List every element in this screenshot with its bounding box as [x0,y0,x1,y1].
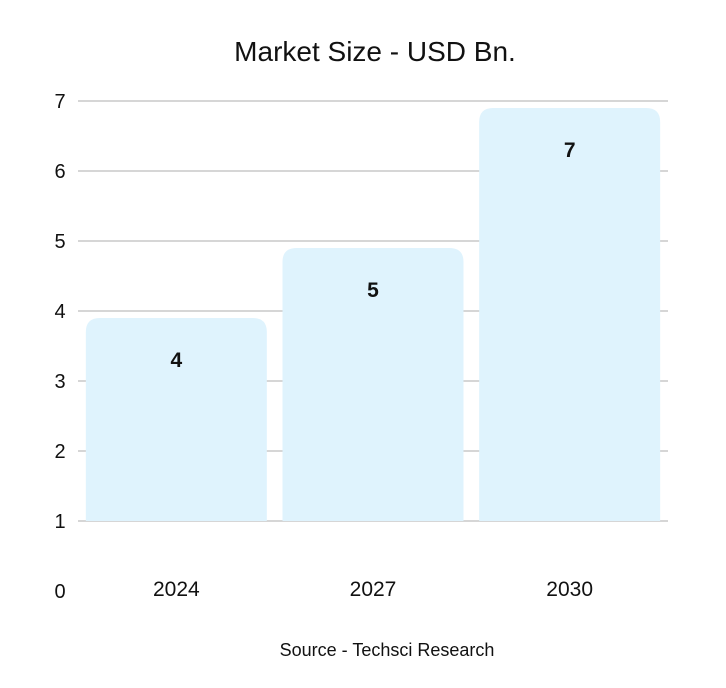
y-tick-label: 4 [54,301,65,323]
data-label-2024: 4 [170,349,182,372]
y-tick-label: 2 [54,441,65,463]
y-tick-label: 5 [54,231,65,253]
y-axis-ticks: 0 1 2 3 4 5 6 7 [54,91,65,603]
y-tick-label: 1 [54,511,65,533]
y-tick-label: 3 [54,371,65,393]
bar-2024 [85,318,267,521]
data-label-2027: 5 [367,279,379,302]
bar-2030 [479,108,661,521]
bar-2027 [282,248,464,521]
x-tick-label: 2027 [350,578,397,601]
bars [85,108,661,521]
chart-title: Market Size - USD Bn. [234,36,516,67]
y-tick-label: 0 [54,581,65,603]
x-tick-label: 2030 [546,578,593,601]
y-tick-label: 7 [54,91,65,113]
x-axis-ticks: 2024 2027 2030 [153,578,593,601]
source-note: Source - Techsci Research [280,640,495,660]
data-label-2030: 7 [564,139,576,162]
data-labels: 4 5 7 [170,139,575,372]
y-tick-label: 6 [54,161,65,183]
x-tick-label: 2024 [153,578,200,601]
